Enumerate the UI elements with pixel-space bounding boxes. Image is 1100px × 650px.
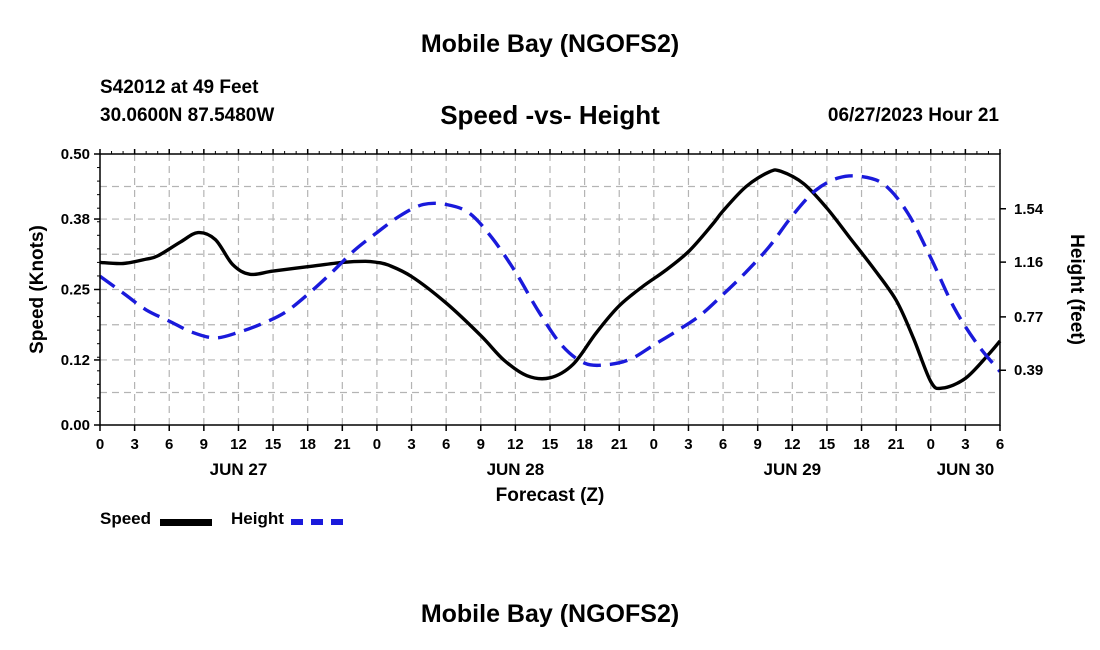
legend-height-label: Height <box>231 509 284 528</box>
x-tick-label: 3 <box>684 436 692 453</box>
x-tick-label: 0 <box>373 436 381 453</box>
grid-lines <box>100 154 1000 425</box>
series-layer <box>98 168 1002 391</box>
x-tick-label: 0 <box>927 436 935 453</box>
x-tick-label: 6 <box>719 436 727 453</box>
x-tick-label: 6 <box>442 436 450 453</box>
y-tick-label-left: 0.12 <box>61 352 90 369</box>
x-date-label: JUN 30 <box>937 460 995 479</box>
legend-height-swatch <box>291 519 343 525</box>
x-date-label: JUN 28 <box>487 460 545 479</box>
y-tick-label-left: 0.00 <box>61 417 90 434</box>
chart-subtitle: Speed -vs- Height <box>440 100 660 130</box>
x-tick-label: 18 <box>299 436 316 453</box>
chart-title: Mobile Bay (NGOFS2) <box>420 30 680 58</box>
legend-speed-swatch <box>160 519 212 526</box>
x-tick-label: 15 <box>542 436 559 453</box>
x-tick-label: 12 <box>507 436 524 453</box>
y-tick-label-right: 0.77 <box>1014 309 1043 326</box>
x-tick-label: 21 <box>611 436 628 453</box>
x-date-label: JUN 27 <box>210 460 268 479</box>
x-tick-label: 6 <box>996 436 1004 453</box>
y-tick-label-left: 0.38 <box>61 211 90 228</box>
footer-title: Mobile Bay (NGOFS2) <box>420 600 680 628</box>
x-tick-label: 18 <box>853 436 870 453</box>
x-axis-title: Forecast (Z) <box>496 485 605 506</box>
x-date-label: JUN 29 <box>763 460 821 479</box>
x-tick-label: 3 <box>961 436 969 453</box>
x-tick-label: 3 <box>130 436 138 453</box>
legend-speed-label: Speed <box>100 509 152 528</box>
x-tick-label: 9 <box>477 436 485 453</box>
x-tick-label: 0 <box>96 436 104 453</box>
x-tick-label: 9 <box>754 436 762 453</box>
series-line-speed <box>99 168 1002 391</box>
x-tick-label: 15 <box>819 436 836 453</box>
y-tick-label-right: 0.39 <box>1014 362 1043 379</box>
y-tick-label-left: 0.25 <box>61 282 90 299</box>
y-tick-label-left: 0.50 <box>61 146 90 163</box>
x-tick-label: 18 <box>576 436 593 453</box>
axis-layer: 0 3 6 9 12 15 18 21 0 3 6 9 12 15 18 21 0 3 6 9 12 15 18 21 0 3 6J… <box>61 146 1044 479</box>
x-tick-label: 21 <box>888 436 905 453</box>
x-tick-label: 3 <box>407 436 415 453</box>
y-axis-title-left: Speed (Knots) <box>27 225 48 354</box>
station-coordinates: 30.0600N 87.5480W <box>100 105 275 126</box>
x-tick-label: 9 <box>200 436 208 453</box>
y-tick-label-right: 1.16 <box>1014 254 1043 271</box>
y-tick-label-right: 1.54 <box>1014 201 1044 218</box>
station-label: S42012 at 49 Feet <box>100 77 259 98</box>
series-line-height <box>98 174 1002 373</box>
x-tick-label: 0 <box>650 436 658 453</box>
x-tick-label: 6 <box>165 436 173 453</box>
y-axis-title-right: Height (feet) <box>1066 234 1087 345</box>
x-tick-label: 12 <box>230 436 247 453</box>
x-tick-label: 15 <box>265 436 282 453</box>
x-tick-label: 21 <box>334 436 351 453</box>
x-tick-label: 12 <box>784 436 801 453</box>
forecast-datetime: 06/27/2023 Hour 21 <box>827 105 999 126</box>
